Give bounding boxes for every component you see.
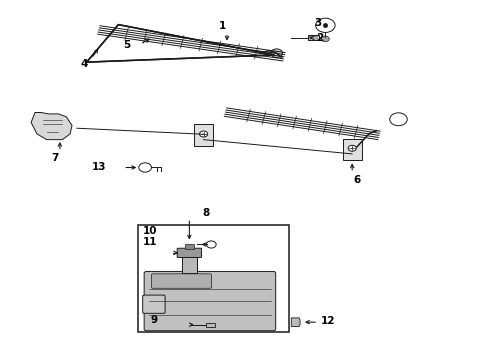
Text: 13: 13	[92, 162, 106, 172]
Circle shape	[199, 131, 208, 137]
Circle shape	[271, 49, 283, 58]
Text: 3: 3	[315, 18, 322, 28]
FancyBboxPatch shape	[151, 274, 211, 288]
Text: 8: 8	[202, 208, 210, 218]
Text: 6: 6	[353, 175, 361, 185]
Text: 4: 4	[80, 59, 88, 69]
FancyBboxPatch shape	[182, 257, 196, 273]
Text: 12: 12	[320, 316, 335, 326]
FancyBboxPatch shape	[177, 248, 201, 257]
Circle shape	[321, 36, 329, 42]
Text: 7: 7	[51, 153, 59, 163]
Polygon shape	[31, 112, 72, 140]
FancyBboxPatch shape	[143, 295, 165, 313]
FancyBboxPatch shape	[205, 323, 215, 327]
Text: 2: 2	[316, 33, 323, 43]
Polygon shape	[291, 318, 300, 327]
Text: 1: 1	[219, 21, 226, 31]
Circle shape	[348, 145, 356, 151]
FancyBboxPatch shape	[138, 225, 289, 332]
Text: 11: 11	[143, 237, 157, 247]
FancyBboxPatch shape	[185, 244, 194, 249]
Text: 9: 9	[150, 315, 157, 325]
FancyBboxPatch shape	[144, 271, 276, 331]
FancyBboxPatch shape	[194, 125, 213, 145]
Polygon shape	[87, 24, 274, 62]
Text: 10: 10	[143, 226, 157, 236]
FancyBboxPatch shape	[343, 139, 362, 160]
Text: 5: 5	[123, 40, 130, 50]
FancyBboxPatch shape	[308, 35, 319, 40]
